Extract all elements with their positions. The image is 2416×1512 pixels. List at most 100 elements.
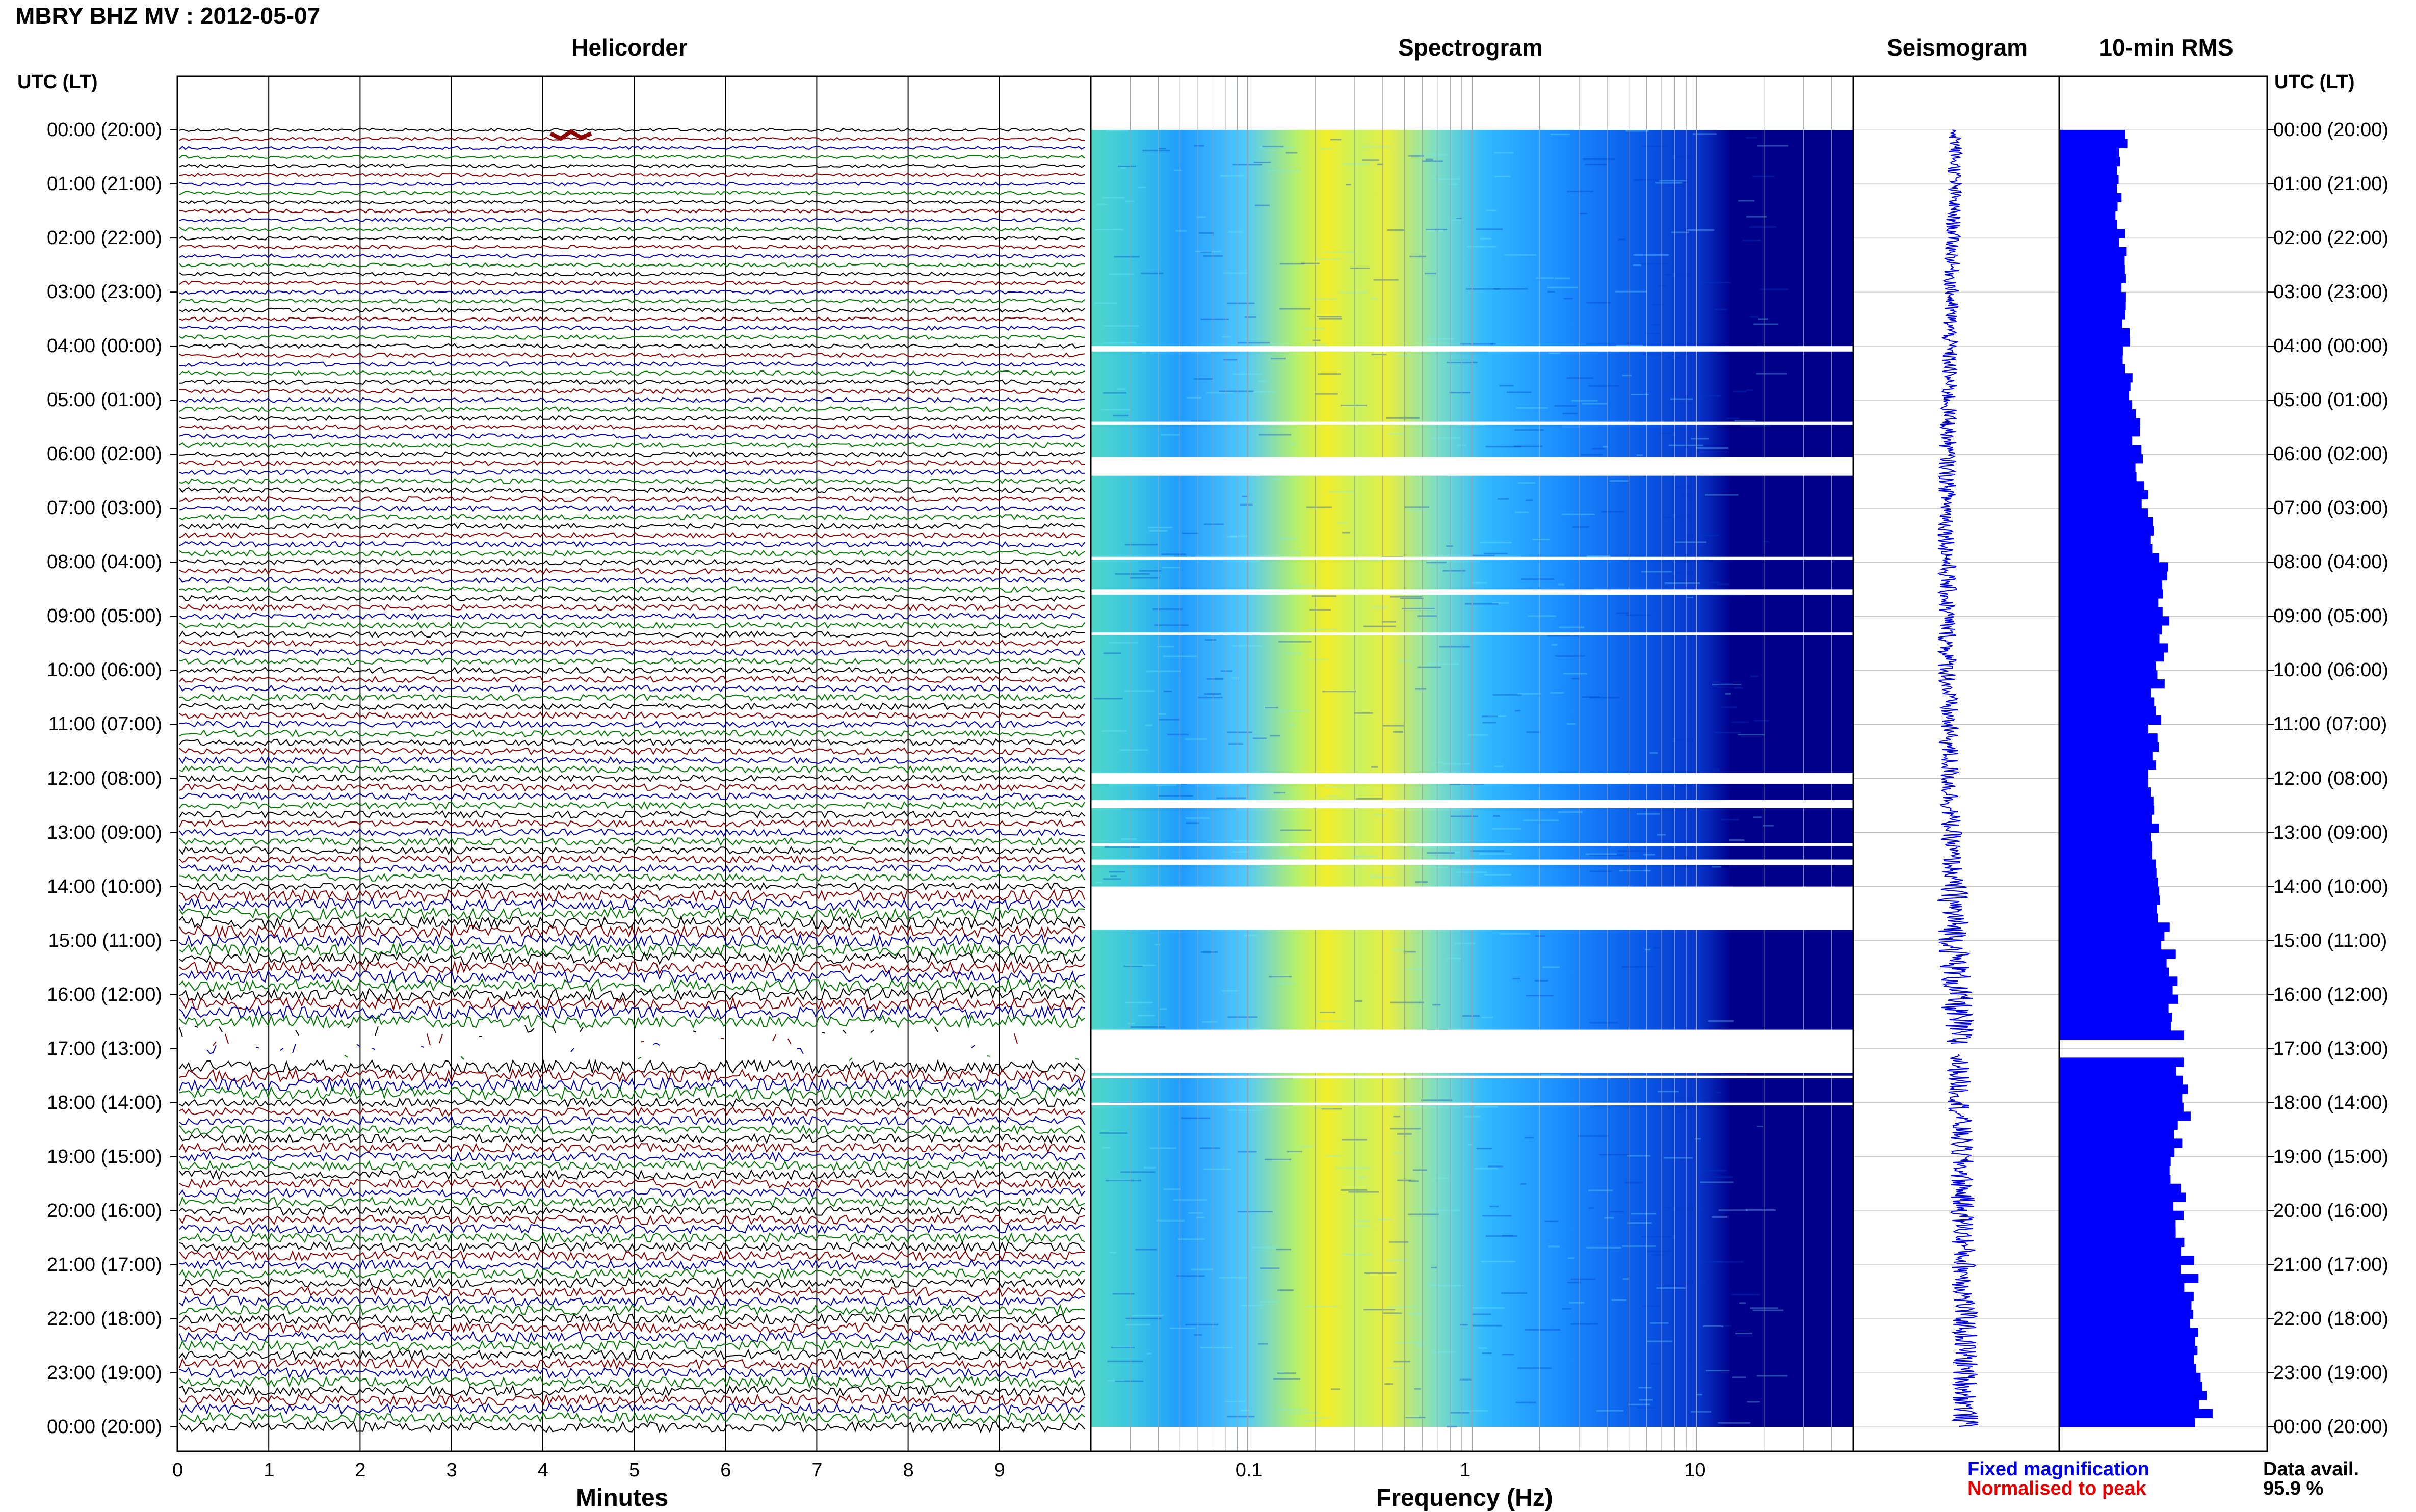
spectrogram-texture <box>1746 216 1767 218</box>
rms-bar <box>2059 247 2127 256</box>
spectrogram-texture <box>1749 316 1759 318</box>
spectrogram-texture <box>1471 554 1495 556</box>
spectrogram-texture <box>1241 1304 1264 1306</box>
spectrogram-texture <box>1589 1022 1618 1024</box>
rms-bar <box>2059 1364 2196 1373</box>
spectrogram-texture <box>1698 1366 1708 1368</box>
spectrogram-texture <box>1567 723 1576 725</box>
spectrogram-texture <box>1397 1179 1411 1181</box>
spectrogram-title: Spectrogram <box>1398 34 1543 61</box>
spectrogram-texture <box>1093 698 1123 700</box>
spectrogram-gap <box>1091 773 1853 784</box>
spectrogram-texture <box>1121 838 1137 840</box>
spectrogram-texture <box>1514 429 1544 431</box>
spectrogram-texture <box>1109 871 1125 873</box>
spectrogram-texture <box>1726 417 1740 419</box>
helicorder-trace <box>179 855 1085 864</box>
spectrogram-texture <box>1639 1399 1653 1401</box>
rms-bar <box>2059 1229 2176 1238</box>
helicorder-trace <box>179 693 1085 702</box>
spectrogram-texture <box>1567 1282 1581 1284</box>
spectrogram-texture <box>1238 342 1270 344</box>
spectrogram-texture <box>1499 385 1514 387</box>
spectrogram-texture <box>1490 343 1496 345</box>
spectrogram-texture <box>1373 279 1399 281</box>
time-label-left: 00:00 (20:00) <box>46 119 162 141</box>
spectrogram-texture <box>1502 1235 1513 1237</box>
spectrogram-texture <box>1536 277 1554 279</box>
spectrogram-texture <box>1631 1213 1656 1215</box>
spectrogram-texture <box>1377 163 1383 165</box>
spectrogram-texture <box>1152 608 1183 610</box>
spectrogram-texture <box>1159 719 1180 721</box>
spectrogram-gap <box>1091 589 1853 595</box>
spectrogram-texture <box>1462 1015 1480 1017</box>
spectrogram-texture <box>1545 1220 1559 1222</box>
spectrogram-texture <box>1756 1375 1788 1377</box>
spectrogram-texture <box>1634 885 1665 887</box>
rms-bar <box>2059 508 2148 518</box>
helicorder-trace <box>179 1259 1085 1270</box>
time-label-right: 06:00 (02:00) <box>2273 443 2389 465</box>
rms-bar <box>2059 589 2163 599</box>
spectrogram-texture <box>1486 209 1497 211</box>
helicorder-trace <box>179 541 1085 548</box>
spectrogram-texture <box>1356 798 1382 800</box>
spectrogram-texture <box>1279 538 1298 540</box>
spectrogram-texture <box>1139 570 1162 572</box>
spectrogram-texture <box>1291 551 1301 553</box>
spectrogram-texture <box>1758 318 1768 320</box>
spectrogram-texture <box>1467 1144 1474 1146</box>
spectrogram-texture <box>1110 875 1117 877</box>
helicorder-trace <box>179 208 1085 214</box>
spectrogram-texture <box>1309 609 1331 611</box>
spectrogram-texture <box>1686 229 1715 231</box>
rms-bar <box>2059 1183 2181 1193</box>
spectrogram-texture <box>1563 673 1587 675</box>
spectrogram-texture <box>1409 255 1426 257</box>
spectrogram-texture <box>1104 342 1137 344</box>
spectrogram-texture <box>1645 949 1651 951</box>
helicorder-trace <box>179 1124 1085 1135</box>
spectrogram-texture <box>1154 944 1161 946</box>
spectrogram-gap <box>1091 1075 1853 1079</box>
rms-bar <box>2059 850 2152 860</box>
rms-bar <box>2059 229 2125 238</box>
spectrogram-texture <box>1300 262 1320 264</box>
spectrogram-texture <box>1550 692 1564 694</box>
rms-bar <box>2059 1075 2183 1085</box>
helicorder-trace <box>179 1241 1085 1253</box>
helicorder-trace <box>179 469 1085 475</box>
spectrogram-texture <box>1465 603 1499 605</box>
rms-bar <box>2059 490 2148 500</box>
helicorder-trace <box>179 702 1085 710</box>
rms-bar <box>2059 355 2123 365</box>
spectrogram-texture <box>1230 535 1248 537</box>
spectrogram-texture <box>1712 594 1746 596</box>
helicorder-trace <box>179 977 1085 993</box>
spectrogram-texture <box>1156 1219 1185 1222</box>
spectrogram-texture <box>1700 1181 1734 1183</box>
spectrogram-texture <box>1697 1170 1727 1172</box>
helicorder-trace <box>179 720 1085 729</box>
spectrogram-texture <box>1371 298 1378 300</box>
spectrogram-texture <box>1641 1236 1677 1238</box>
spectrogram-texture <box>1670 398 1693 400</box>
time-label-right: 22:00 (18:00) <box>2273 1308 2389 1330</box>
helicorder-trace <box>179 137 1085 141</box>
spectrogram-texture <box>1622 375 1632 377</box>
helicorder-trace <box>179 640 1085 647</box>
spectrogram-texture <box>1686 535 1719 537</box>
rms-bar <box>2059 598 2159 608</box>
spectrogram-texture <box>1350 267 1370 269</box>
spectrogram-texture <box>1492 694 1522 696</box>
spectrogram-texture <box>1720 1074 1747 1076</box>
spectrogram-texture <box>1159 148 1166 150</box>
spectrogram-texture <box>1276 1249 1291 1251</box>
spectrogram-texture <box>1762 825 1774 827</box>
spectrogram-texture <box>1312 1417 1331 1419</box>
utc-header-left: UTC (LT) <box>17 71 98 93</box>
spectrogram-texture <box>1382 621 1396 623</box>
time-label-left: 03:00 (23:00) <box>46 281 162 303</box>
spectrogram-texture <box>1200 951 1218 953</box>
